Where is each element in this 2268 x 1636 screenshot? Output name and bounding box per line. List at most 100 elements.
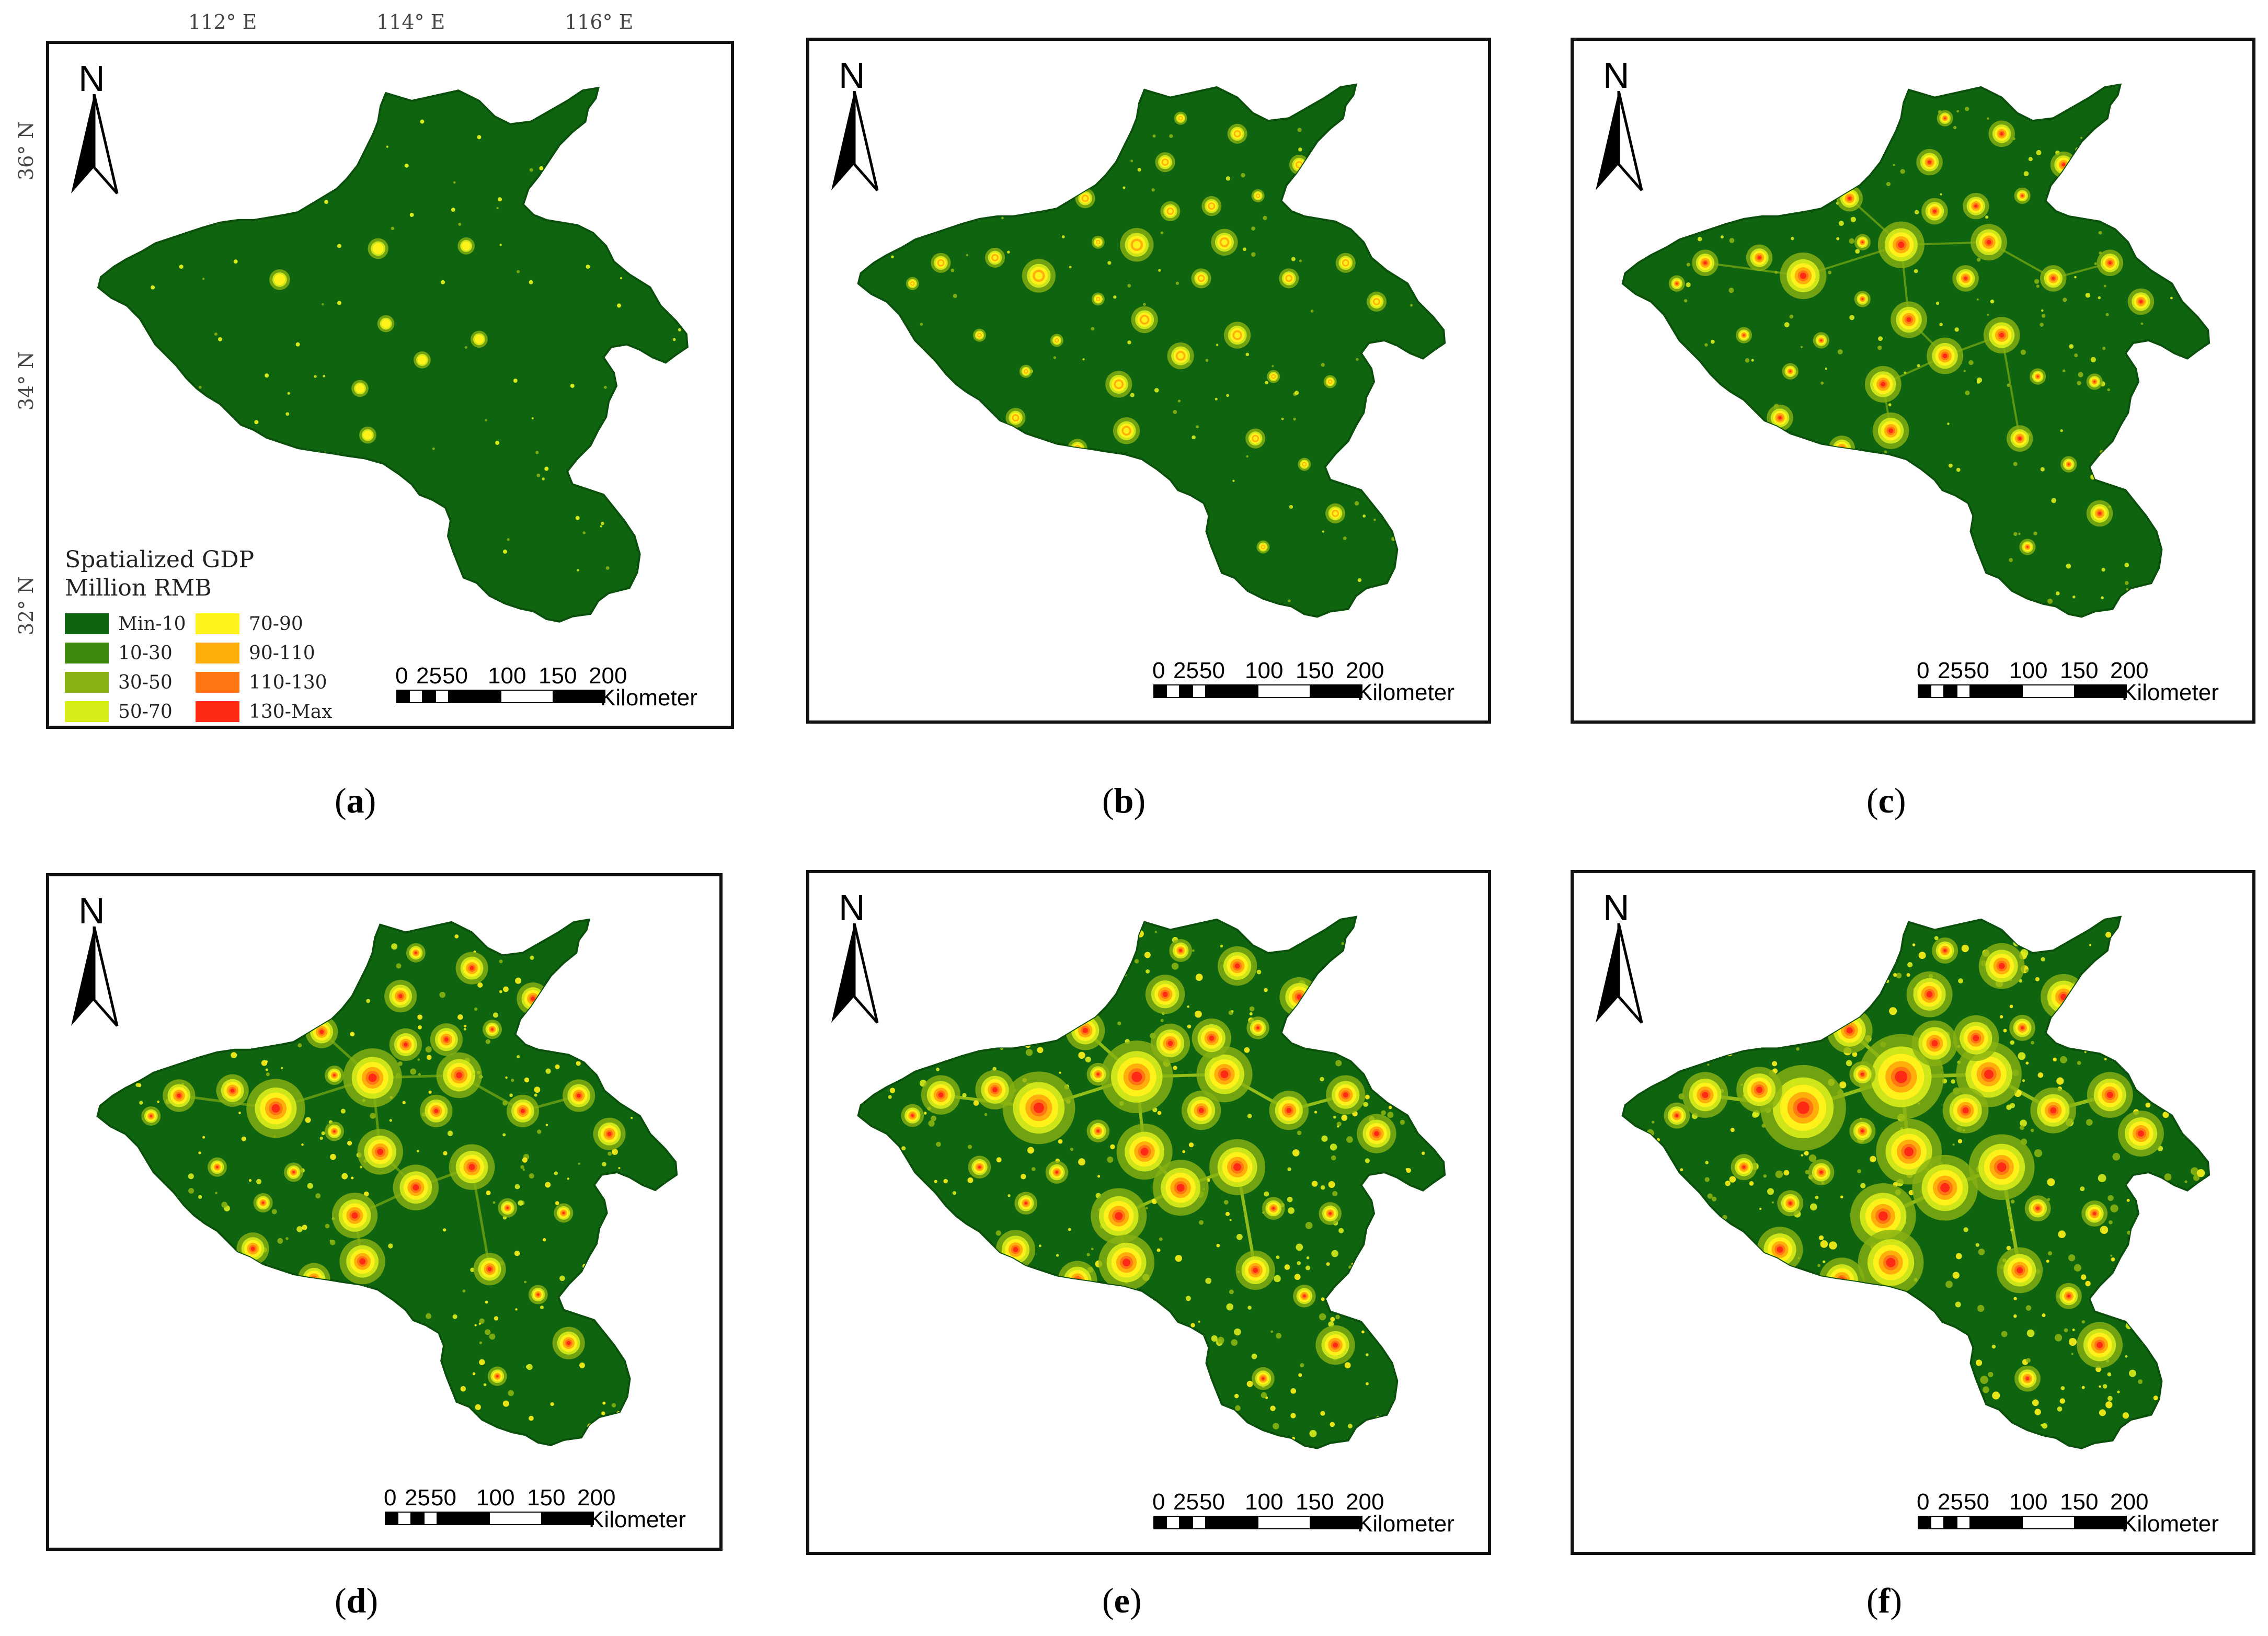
scale-bar: 0 25 50 100 150 200 Kilometer [1907,658,2231,705]
scale-tick-label: 50 [442,663,468,689]
longitude-label: 114° E [376,10,445,33]
legend-item: 110-130 [196,669,327,695]
legend-swatch [196,701,239,722]
north-arrow-icon [71,94,119,195]
legend-label: 30-50 [118,671,173,693]
panel-letter: d [346,1581,366,1620]
scale-unit-label: Kilometer [1357,1511,1454,1537]
scale-bar-graphic [1918,1516,2127,1529]
scale-tick-label: 200 [577,1485,616,1511]
scale-tick-label: 100 [1245,1489,1284,1515]
scale-tick-label: 150 [2060,658,2099,683]
gdp-legend: Spatialized GDP Million RMB Min-10 10-30 3… [65,546,358,736]
legend-label: Min-10 [118,613,186,635]
scale-bar-graphic [1918,684,2127,698]
scale-bar-graphic [1153,684,1362,698]
scale-bar-graphic [385,1512,594,1525]
legend-classes: Min-10 10-30 30-50 50-70 70-90 90-110 110-130 1… [65,611,358,736]
scale-tick-label: 200 [1346,1489,1384,1515]
province-map [1621,83,2210,618]
province-outline [96,918,678,1446]
scale-bar-graphic [396,690,605,703]
scale-tick-label: 0 [1917,1489,1930,1515]
scale-tick-label: 50 [431,1485,456,1511]
province-map [1621,916,2210,1449]
scale-tick-label: 200 [589,663,627,689]
map-panel-b: N 0 25 50 100 150 200 Kilometer [806,38,1491,724]
scale-tick-label: 0 [1152,658,1165,683]
north-arrow-icon [1596,923,1643,1024]
province-map [857,83,1446,618]
map-panel-a: N 0 25 50 100 150 200 Kilometer Spatialized GDP… [46,41,734,729]
scale-bar: 0 25 50 100 150 200 Kilometer [386,663,710,711]
scale-unit-label: Kilometer [2122,680,2219,705]
scale-tick-label: 150 [1296,1489,1334,1515]
gdp-hotspots [868,928,1439,1444]
scale-tick-label: 50 [1199,658,1225,683]
north-arrow: N [1591,887,1649,1024]
legend-item: Min-10 [65,611,186,637]
scale-unit-label: Kilometer [600,685,697,711]
longitude-label: 116° E [565,10,634,33]
map-panel-c: N 0 25 50 100 150 200 Kilometer [1571,38,2255,724]
scale-tick-label: 150 [1296,658,1334,683]
scale-unit-label: Kilometer [2122,1511,2219,1537]
caption-e: (e) [1102,1581,1142,1620]
legend-swatch [65,672,109,693]
legend-item: 90-110 [196,640,315,666]
legend-title: Spatialized GDP [65,546,255,573]
latitude-label: 36° N [15,121,38,180]
north-arrow-icon [831,91,879,191]
scale-unit-label: Kilometer [589,1507,686,1532]
scale-tick-label: 200 [2110,1489,2149,1515]
north-label: N [1603,887,1630,928]
scale-tick-label: 25 [405,1485,430,1511]
province-map [97,86,689,623]
legend-unit: Million RMB [65,575,212,601]
province-outline [97,86,689,623]
legend-item: 70-90 [196,611,303,637]
north-label: N [78,58,105,99]
legend-swatch [196,613,239,634]
caption-d: (d) [335,1581,379,1620]
north-label: N [839,55,865,96]
scale-tick-label: 50 [1964,1489,1989,1515]
scale-tick-label: 0 [1917,658,1930,683]
province-map [96,918,678,1446]
legend-swatch [65,701,109,722]
north-arrow-icon [831,923,879,1024]
scale-bar: 0 25 50 100 150 200 Kilometer [374,1485,698,1532]
province-outline [857,916,1446,1449]
legend-item: 130-Max [196,699,333,725]
caption-b: (b) [1102,781,1146,820]
scale-tick-label: 50 [1964,658,1989,683]
north-arrow: N [67,890,124,1027]
scale-bar: 0 25 50 100 150 200 Kilometer [1143,1489,1467,1537]
caption-c: (c) [1866,781,1906,820]
legend-swatch [65,643,109,663]
north-arrow: N [67,58,124,195]
north-arrow: N [827,887,885,1024]
scale-tick-label: 100 [488,663,526,689]
legend-item: 50-70 [65,699,173,725]
scale-bar: 0 25 50 100 150 200 Kilometer [1907,1489,2231,1537]
north-arrow: N [1591,54,1649,191]
caption-a: (a) [335,781,376,820]
scale-bar-graphic [1153,1516,1362,1529]
longitude-label: 112° E [188,10,257,33]
scale-tick-label: 150 [527,1485,566,1511]
panel-letter: f [1878,1581,1891,1620]
legend-swatch [196,643,239,663]
map-panel-e: N 0 25 50 100 150 200 Kilometer [806,870,1491,1555]
caption-f: (f) [1866,1581,1902,1620]
gdp-hotspots [108,931,673,1439]
legend-label: 110-130 [249,671,327,693]
map-panel-d: N 0 25 50 100 150 200 Kilometer [46,873,723,1551]
legend-swatch [196,672,239,693]
latitude-label: 32° N [15,576,38,635]
north-label: N [1603,55,1630,96]
north-label: N [78,890,105,931]
scale-tick-label: 25 [1938,658,1963,683]
scale-tick-label: 100 [1245,658,1284,683]
north-arrow-icon [1596,91,1643,191]
